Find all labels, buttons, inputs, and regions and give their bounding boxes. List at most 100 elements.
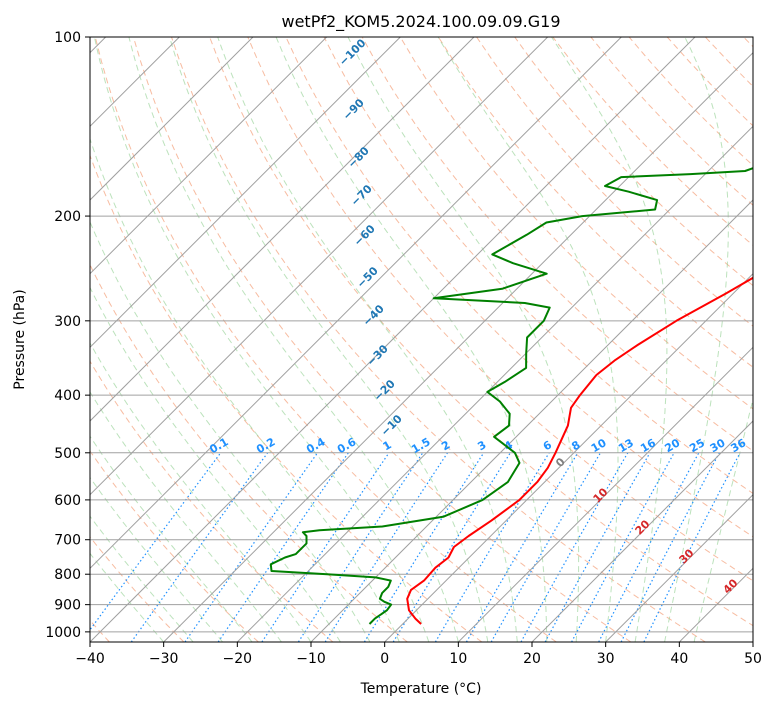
isotherm xyxy=(90,37,696,642)
isotherm xyxy=(90,37,549,496)
dry-adiabat-label: −50 xyxy=(354,264,381,291)
sounding-series xyxy=(269,167,753,625)
dry-adiabat xyxy=(90,263,408,642)
mixing-ratio-line xyxy=(490,452,602,642)
pressure-gridlines xyxy=(90,37,753,633)
dry-adiabat-label: −10 xyxy=(378,412,405,439)
mixing-ratio-line xyxy=(324,452,449,642)
moist-adiabat xyxy=(437,37,619,642)
dry-adiabat-label: −80 xyxy=(345,144,372,171)
moist-adiabat-label: 40 xyxy=(721,576,741,596)
dry-adiabat-label: −20 xyxy=(371,377,398,404)
moist-adiabat xyxy=(169,37,489,642)
x-tick-label: −40 xyxy=(75,651,105,667)
mixing-ratio-line xyxy=(598,452,700,642)
mixing-ratio-lines xyxy=(90,452,741,642)
moist-adiabat xyxy=(217,37,518,642)
mixing-ratio-label: 3 xyxy=(475,438,488,453)
y-tick-label: 300 xyxy=(54,314,81,330)
isotherm xyxy=(90,37,401,349)
dry-adiabat-label: −60 xyxy=(351,222,378,249)
moist-adiabat xyxy=(693,397,753,642)
y-tick-label: 900 xyxy=(54,598,81,614)
x-tick-label: −10 xyxy=(296,651,326,667)
dry-adiabat xyxy=(323,37,753,495)
isotherm xyxy=(90,37,328,275)
dry-adiabat xyxy=(90,360,334,642)
y-tick-label: 1000 xyxy=(45,625,81,641)
dry-adiabat xyxy=(361,37,753,452)
dry-adiabat xyxy=(209,37,753,627)
isotherm xyxy=(457,346,753,642)
x-tick-label: 30 xyxy=(597,651,615,667)
moist-adiabat-label: 0 xyxy=(553,455,568,470)
mixing-ratio-line xyxy=(184,452,319,642)
isotherm xyxy=(384,272,753,642)
y-axis: 100 200 300 400 500 600 700 800 900 1000 xyxy=(45,30,90,641)
moist-adiabat xyxy=(347,37,580,642)
moist-adiabat-label: 20 xyxy=(633,517,653,537)
moist-adiabat xyxy=(90,435,253,642)
mixing-ratio-label: 6 xyxy=(541,438,554,453)
chart-title: wetPf2_KOM5.2024.100.09.09.G19 xyxy=(281,12,560,32)
moist-adiabat xyxy=(275,37,548,642)
moist-adiabat xyxy=(128,37,459,642)
mixing-ratio-line xyxy=(297,452,424,642)
y-tick-label: 100 xyxy=(54,30,81,46)
moist-adiabat xyxy=(90,515,194,642)
plot-area: −100−90−80−70−60−50−40−30−20−100.1 0.2 0.4… xyxy=(90,36,753,642)
x-tick-label: −30 xyxy=(149,651,179,667)
isotherms xyxy=(90,37,753,642)
x-tick-label: 0 xyxy=(380,651,389,667)
isotherm xyxy=(605,493,753,642)
x-tick-label: 20 xyxy=(523,651,541,667)
dry-adiabat xyxy=(94,37,557,642)
dry-adiabat-label: −70 xyxy=(348,182,375,209)
dry-adiabat xyxy=(437,37,753,368)
mixing-ratio-line xyxy=(130,452,269,642)
mixing-ratio-line xyxy=(620,452,720,642)
moist-adiabats xyxy=(90,37,753,642)
dry-adiabats xyxy=(90,37,753,642)
dry-adiabat-label: −90 xyxy=(340,96,367,123)
isotherm xyxy=(236,125,753,642)
moist-adiabat xyxy=(90,220,371,642)
dry-adiabat xyxy=(90,450,259,642)
mixing-ratio-line xyxy=(544,452,651,642)
mixing-ratio-line xyxy=(520,452,629,642)
dry-adiabat xyxy=(132,37,632,642)
moist-adiabat xyxy=(93,37,430,642)
moist-adiabat xyxy=(90,476,223,642)
mixing-ratio-label: 1 xyxy=(381,438,394,453)
moist-adiabat xyxy=(664,37,729,642)
dry-adiabat xyxy=(743,37,753,48)
moist-adiabat xyxy=(551,37,668,642)
y-tick-label: 700 xyxy=(54,533,81,549)
dry-adiabat xyxy=(476,37,753,327)
y-tick-label: 200 xyxy=(54,209,81,225)
dewpoint-profile xyxy=(269,167,753,625)
isotherm xyxy=(678,567,753,642)
x-tick-label: 50 xyxy=(744,651,762,667)
chart-line-labels: −100−90−80−70−60−50−40−30−20−100.1 0.2 0.4… xyxy=(207,36,748,597)
isotherm xyxy=(752,641,753,642)
isotherm xyxy=(90,37,622,570)
dry-adiabat xyxy=(90,154,483,642)
x-axis-title: Temperature (°C) xyxy=(360,681,482,697)
dry-adiabat-label: −100 xyxy=(337,36,369,68)
isotherm xyxy=(90,37,475,422)
mixing-ratio-line xyxy=(261,452,390,642)
isotherm xyxy=(531,420,753,642)
x-tick-label: 40 xyxy=(670,651,688,667)
dry-adiabat xyxy=(285,37,753,538)
moist-adiabat xyxy=(90,552,165,642)
moist-adiabat xyxy=(90,137,400,642)
y-tick-label: 800 xyxy=(54,567,81,583)
x-tick-label: −20 xyxy=(223,651,253,667)
y-tick-label: 500 xyxy=(54,446,81,462)
mixing-ratio-line xyxy=(363,452,485,642)
dry-adiabat xyxy=(171,37,706,642)
moist-adiabat xyxy=(90,391,282,642)
y-tick-label: 600 xyxy=(54,493,81,509)
